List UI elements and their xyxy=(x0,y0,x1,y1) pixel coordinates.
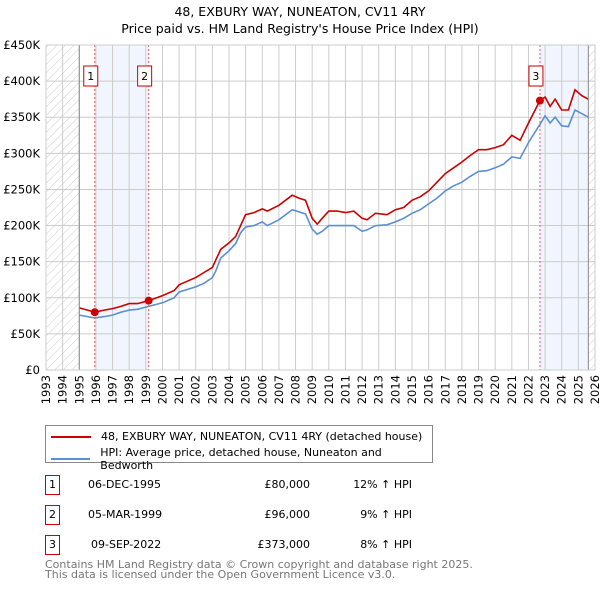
x-tick-label: 2021 xyxy=(505,375,519,404)
x-tick-label: 2017 xyxy=(438,375,452,404)
footer-line: Contains HM Land Registry data © Crown c… xyxy=(45,558,473,571)
y-tick-label: £150K xyxy=(3,255,40,269)
x-tick-label: 2009 xyxy=(305,375,319,404)
sale-label: 2 xyxy=(141,70,148,83)
series-line-property xyxy=(79,88,589,314)
legend-label: HPI: Average price, detached house, Nune… xyxy=(100,446,382,472)
x-tick-label: 2003 xyxy=(205,375,219,404)
sale-point xyxy=(90,308,99,317)
sale-hpi-diff: 12% ↑ HPI xyxy=(353,478,412,491)
x-tick-label: 2007 xyxy=(272,375,286,404)
y-tick-label: £200K xyxy=(3,219,40,233)
x-tick-label: 1993 xyxy=(39,375,53,404)
x-tick-label: 2019 xyxy=(472,375,486,404)
y-tick-label: £400K xyxy=(3,74,40,88)
legend-item-property: 48, EXBURY WAY, NUNEATON, CV11 4RY (deta… xyxy=(51,430,422,443)
sale-number: 3 xyxy=(45,535,60,555)
x-tick-label: 1995 xyxy=(72,375,86,404)
y-tick-label: £100K xyxy=(3,291,40,305)
x-tick-label: 2001 xyxy=(172,375,186,404)
x-tick-label: 2018 xyxy=(455,375,469,404)
x-tick-label: 2010 xyxy=(322,375,336,404)
y-tick-label: £350K xyxy=(3,110,40,124)
table-row: 3 09-SEP-2022 £373,000 8% ↑ HPI xyxy=(45,535,445,555)
x-tick-label: 2004 xyxy=(222,375,236,404)
x-tick-label: 1997 xyxy=(106,375,120,404)
hatched-region xyxy=(588,45,595,370)
x-tick-label: 2005 xyxy=(239,375,253,404)
sale-price: £373,000 xyxy=(257,538,311,551)
chart-title: 48, EXBURY WAY, NUNEATON, CV11 4RY xyxy=(174,4,426,19)
x-tick-label: 2006 xyxy=(255,375,269,404)
table-row: 1 06-DEC-1995 £80,000 12% ↑ HPI xyxy=(45,475,445,495)
y-tick-label: £250K xyxy=(3,182,40,196)
sale-label-box xyxy=(83,65,99,87)
plot-border xyxy=(45,44,596,371)
y-tick-label: £50K xyxy=(11,327,41,341)
x-tick-label: 2016 xyxy=(422,375,436,404)
sale-price: £96,000 xyxy=(264,508,311,521)
x-tick-label: 1999 xyxy=(139,375,153,404)
legend: 48, EXBURY WAY, NUNEATON, CV11 4RY (deta… xyxy=(45,425,433,472)
x-tick-label: 2012 xyxy=(355,375,369,404)
table-row: 2 05-MAR-1999 £96,000 9% ↑ HPI xyxy=(45,505,445,525)
x-tick-label: 2020 xyxy=(488,375,502,404)
sale-number: 1 xyxy=(45,475,60,495)
legend-label: 48, EXBURY WAY, NUNEATON, CV11 4RY (deta… xyxy=(101,430,423,443)
x-tick-label: 2022 xyxy=(521,375,535,404)
sale-hpi-diff: 9% ↑ HPI xyxy=(360,508,412,521)
sale-date: 09-SEP-2022 xyxy=(91,538,162,551)
x-tick-label: 2024 xyxy=(555,375,569,404)
sale-label-box xyxy=(528,65,544,87)
sale-label: 1 xyxy=(87,70,94,83)
y-tick-label: £300K xyxy=(3,146,40,160)
x-tick-label: 1998 xyxy=(122,375,136,404)
x-tick-label: 2026 xyxy=(588,375,600,404)
sale-label-box xyxy=(137,65,153,87)
sale-date: 06-DEC-1995 xyxy=(88,478,162,491)
sale-point xyxy=(535,96,544,105)
x-tick-label: 2025 xyxy=(571,375,585,404)
footer: Contains HM Land Registry data © Crown c… xyxy=(45,558,473,581)
x-tick-label: 2002 xyxy=(189,375,203,404)
x-tick-label: 1994 xyxy=(56,375,70,404)
sale-number: 2 xyxy=(45,505,60,525)
x-tick-label: 2011 xyxy=(338,375,352,404)
sale-price: £80,000 xyxy=(264,478,311,491)
shaded-period xyxy=(94,45,149,370)
sale-label: 3 xyxy=(532,70,539,83)
shaded-period xyxy=(539,45,589,370)
x-tick-label: 2008 xyxy=(289,375,303,404)
series-line-hpi xyxy=(79,108,589,319)
sale-date: 05-MAR-1999 xyxy=(88,508,163,521)
sale-hpi-diff: 8% ↑ HPI xyxy=(360,538,412,551)
footer-line: This data is licensed under the Open Gov… xyxy=(45,568,396,581)
x-tick-label: 2015 xyxy=(405,375,419,404)
y-tick-label: £0 xyxy=(25,363,40,377)
x-tick-label: 2023 xyxy=(538,375,552,404)
legend-item-hpi: HPI: Average price, detached house, Nune… xyxy=(51,446,432,472)
x-tick-label: 1996 xyxy=(89,375,103,404)
x-tick-label: 2013 xyxy=(372,375,386,404)
y-tick-label: £450K xyxy=(3,38,40,52)
chart-subtitle: Price paid vs. HM Land Registry's House … xyxy=(121,21,479,36)
x-tick-label: 2014 xyxy=(388,375,402,404)
x-tick-label: 2000 xyxy=(155,375,169,404)
sale-point xyxy=(144,296,153,305)
